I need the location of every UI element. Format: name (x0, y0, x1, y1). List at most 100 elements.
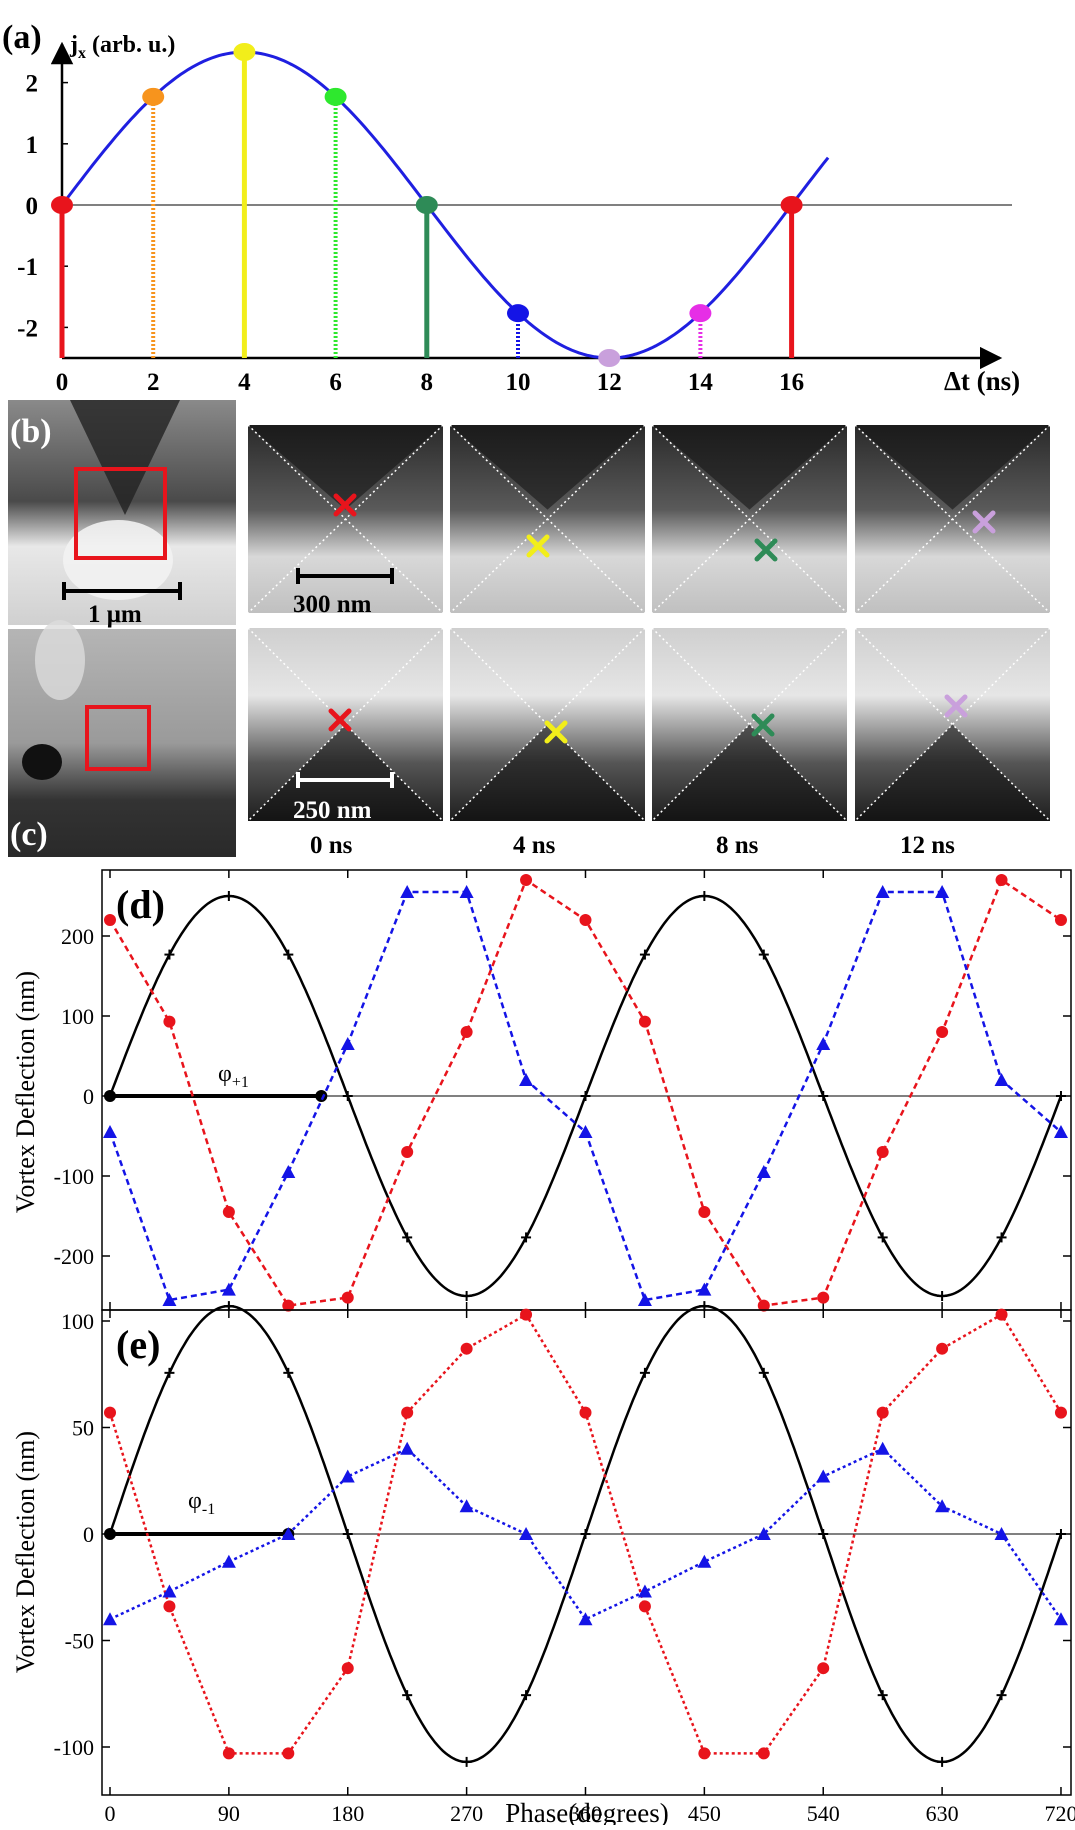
panel-e-excitation-marker (283, 1367, 294, 1378)
panel-e-ytick-label: 0 (83, 1522, 94, 1547)
panel-a-label: (a) (2, 19, 42, 56)
panel-d-point-x (1054, 914, 1067, 926)
panel-e-point-x (282, 1747, 295, 1760)
panel-c-region-box (85, 705, 151, 771)
panel-d-ytick-label: -200 (54, 1244, 94, 1269)
panel-e-point-y (400, 1441, 415, 1455)
panel-d-excitation-marker (699, 891, 710, 901)
panel-b-scale-text: 1 μm (88, 601, 142, 628)
tile-top-diag-b-3 (854, 424, 1051, 614)
panel-e-point-y (994, 1527, 1009, 1540)
panel-d-point-y (340, 1037, 355, 1050)
panel-c-dark-spot (22, 744, 62, 780)
panel-a-xtick-label: 0 (56, 369, 69, 396)
tile-bottom-cross-3-stroke-b (944, 694, 968, 718)
panel-e-point-x (341, 1662, 354, 1675)
panel-e-xtick-label: 450 (688, 1801, 721, 1825)
panel-e-plot-area: 100 50 0 -50 -100 0 90 180 270 360 450 540 630 720 (54, 1301, 1075, 1826)
panel-d-phase-end (315, 1090, 328, 1102)
panel-d-excitation-marker (283, 949, 294, 960)
image-panels: (b) 1 μm (c) 300 nm 250 nm 0 ns 4 ns 8 n… (8, 400, 1051, 859)
tile-top-cross-1-stroke-b (526, 534, 550, 558)
panel-a-xtick-label: 4 (238, 369, 251, 396)
panel-d-excitation-marker (818, 1091, 829, 1101)
panel-e-point-y (519, 1527, 534, 1540)
panel-d-point-y (756, 1165, 771, 1178)
panel-e-ylabel: Vortex Deflection (nm) (11, 1431, 40, 1673)
panel-e-point-y (816, 1469, 831, 1483)
panel-a-y-ticks: 2 1 0 -1 -2 (17, 71, 68, 342)
panel-d-point-y (459, 885, 474, 898)
panel-d-point-y (400, 885, 415, 898)
panel-d-point-x (698, 1206, 711, 1218)
panel-d-ytick-label: -100 (54, 1164, 94, 1189)
panel-a-marker-2ns (142, 87, 165, 106)
panel-a-xtick-label: 10 (506, 369, 531, 396)
panel-d-excitation-marker (521, 1232, 532, 1243)
panel-a-marker-10ns (507, 304, 529, 323)
panel-e-frame (101, 1309, 1072, 1796)
panel-d-point-x (520, 874, 533, 886)
panel-e-excitation-marker (639, 1367, 650, 1378)
panel-e-point-x (698, 1747, 711, 1760)
panel-d-point-y (816, 1037, 831, 1050)
panel-d-ytick-label: 0 (83, 1084, 94, 1109)
panel-e-chart: (e) Vortex Deflection (nm) 100 50 0 -50 -100… (11, 1301, 1075, 1828)
panel-d-point-y (935, 885, 950, 898)
panel-a-chart: (a) jx (arb. u.) 210-1-2 0 2 4 6 8 10 12 14 16 Δ… (2, 19, 1020, 396)
panel-d-point-x (401, 1146, 414, 1158)
tile-top-cross-0 (333, 493, 357, 517)
panel-d-phase-start (104, 1090, 116, 1102)
tile-bottom-diag-b-1 (449, 627, 646, 822)
panel-e-ytick-label: -100 (54, 1735, 94, 1760)
panel-d-excitation-marker (342, 1091, 353, 1101)
panel-e-phase-start (104, 1528, 116, 1540)
panel-e-excitation-marker (580, 1529, 591, 1539)
panel-e-point-x (222, 1747, 235, 1760)
tile-top-cross-0-stroke-b (333, 493, 357, 517)
panel-a-marker-12ns (598, 349, 621, 367)
panel-a-ytick-label: 2 (26, 71, 39, 98)
panel-e-xtick-label: 90 (218, 1801, 240, 1825)
tile-bottom-cross-1-stroke-b (544, 720, 568, 744)
panel-d-excitation-marker (461, 1291, 472, 1301)
panel-e-point-y (162, 1584, 177, 1598)
panel-d-ytick-label: 100 (61, 1004, 94, 1029)
panel-e-phase-label: φ-1 (188, 1488, 215, 1518)
time-label-0: 0 ns (310, 832, 353, 859)
panel-a-marker-14ns (689, 304, 712, 323)
panel-d-point-x (104, 914, 116, 926)
panel-e-ytick-label: 50 (72, 1416, 94, 1441)
panel-d-excitation-marker (1055, 1091, 1066, 1101)
panel-d-point-y (221, 1282, 236, 1296)
tile-bottom-diag-b-0 (247, 627, 444, 822)
panel-e-xtick-label: 630 (926, 1801, 959, 1825)
panel-d-chart: (d) Vortex Deflection (nm) 200 100 0 -100 -2… (11, 869, 1072, 1312)
panel-d-point-x (876, 1146, 889, 1158)
panel-d-point-x (460, 1026, 473, 1038)
panel-a-xtick-label: 12 (597, 369, 622, 396)
panel-e-ytick-label: 100 (61, 1309, 94, 1334)
panel-d-excitation-marker (877, 1232, 888, 1243)
panel-e-point-x (520, 1308, 533, 1321)
panel-e-excitation-marker (699, 1301, 710, 1312)
panel-d-point-y (578, 1125, 593, 1138)
time-label-8: 8 ns (716, 832, 759, 859)
panel-a-xtick-label: 8 (421, 369, 434, 396)
panel-e-excitation-marker (877, 1690, 888, 1701)
tile-top-cross-1 (526, 534, 550, 558)
panel-e-xtick-label: 720 (1044, 1801, 1075, 1825)
panel-e-label: (e) (116, 1322, 160, 1367)
panel-e-point-y (103, 1612, 117, 1626)
panel-d-point-y (281, 1165, 296, 1178)
panel-e-point-y (697, 1554, 712, 1568)
panel-e-point-y (875, 1441, 890, 1455)
time-label-12: 12 ns (900, 832, 955, 859)
panel-e-point-y (637, 1584, 652, 1598)
panel-d-excitation-marker (402, 1232, 413, 1243)
panel-e-point-x (757, 1747, 770, 1760)
tile-bottom-wedge-3 (855, 724, 1050, 821)
panel-b-label: (b) (10, 413, 52, 450)
panel-a-xtick-label: 14 (688, 369, 714, 396)
tile-bottom-cross-0-stroke-b (328, 708, 352, 732)
